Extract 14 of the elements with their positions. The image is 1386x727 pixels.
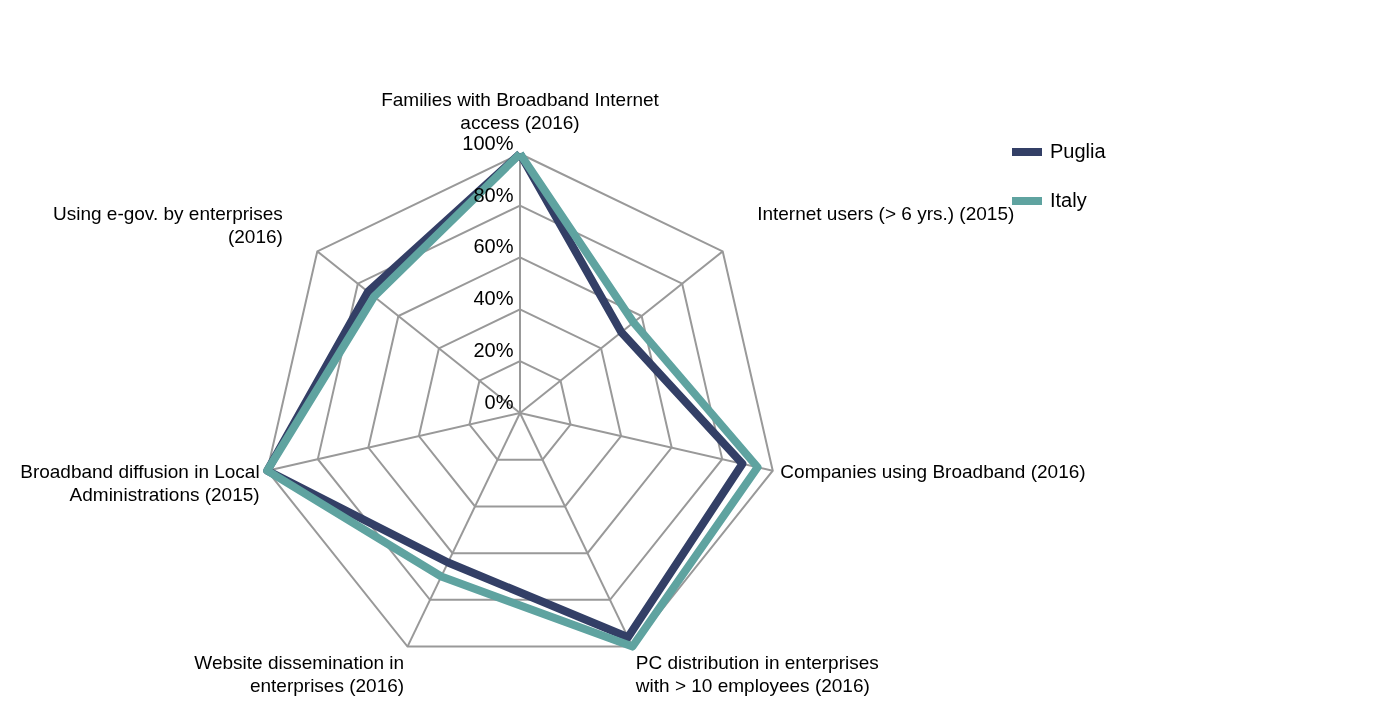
legend-label: Puglia (1050, 140, 1107, 162)
spoke-label: Website dissemination in enterprises (2016) (194, 651, 405, 696)
y-tick-label: 20% (473, 339, 514, 362)
legend-label: Italy (1050, 189, 1087, 211)
spoke-label: Internet users (> 6 yrs.) (2015) (757, 202, 1015, 224)
y-tick-label: 100% (462, 131, 514, 154)
y-tick-label: 0% (484, 391, 514, 413)
y-tick-label: 40% (473, 287, 514, 310)
spoke-label: PC distribution in enterprises with > 10 employees (2016) (634, 651, 879, 696)
spoke-label: Using e-gov. by enterprises (2016) (52, 202, 283, 247)
y-tick-label: 60% (473, 235, 514, 258)
spoke-label: Families with Broadband Internet access (2016) (381, 88, 660, 133)
spoke-label: Broadband diffusion in Local Administrations (2015) (20, 461, 260, 506)
spoke-label: Companies using Broadband (2016) (780, 461, 1086, 483)
